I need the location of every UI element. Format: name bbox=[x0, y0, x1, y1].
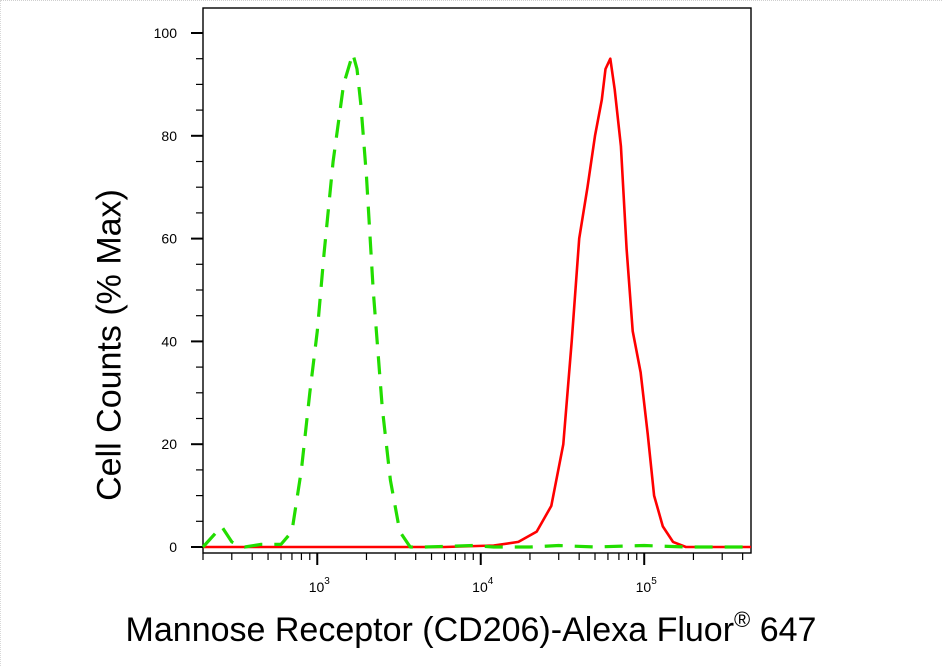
x-axis: 103 104 105 bbox=[202, 553, 744, 595]
left-dotted-border bbox=[0, 0, 2, 666]
y-tick-label: 80 bbox=[161, 128, 177, 144]
x-tick-label: 104 bbox=[472, 576, 494, 595]
y-tick-label: 100 bbox=[154, 25, 178, 41]
x-tick-label: 105 bbox=[636, 576, 658, 595]
y-axis-label: Cell Counts (% Max) bbox=[90, 189, 129, 501]
x-axis-label-main: Mannose Receptor (CD206)-Alexa Fluor bbox=[125, 611, 735, 649]
y-tick-label: 0 bbox=[169, 539, 177, 555]
plot-area-frame bbox=[202, 7, 752, 554]
y-axis: 0 20 40 60 80 100 bbox=[154, 25, 203, 555]
x-axis-label-suffix: 647 bbox=[750, 611, 817, 649]
y-tick-label: 40 bbox=[161, 333, 177, 349]
sample-histogram-line bbox=[203, 57, 751, 549]
x-tick-label: 103 bbox=[309, 576, 331, 595]
x-axis-label: Mannose Receptor (CD206)-Alexa Fluor® 64… bbox=[0, 607, 942, 650]
y-tick-label: 60 bbox=[161, 231, 177, 247]
histogram-plot: 0 20 40 60 80 100 103 104 105 bbox=[154, 7, 752, 595]
control-histogram-line bbox=[201, 51, 751, 549]
series-layer bbox=[201, 51, 751, 549]
top-dotted-border bbox=[0, 0, 942, 3]
y-tick-label: 20 bbox=[161, 436, 177, 452]
registered-trademark-mark: ® bbox=[734, 607, 751, 632]
